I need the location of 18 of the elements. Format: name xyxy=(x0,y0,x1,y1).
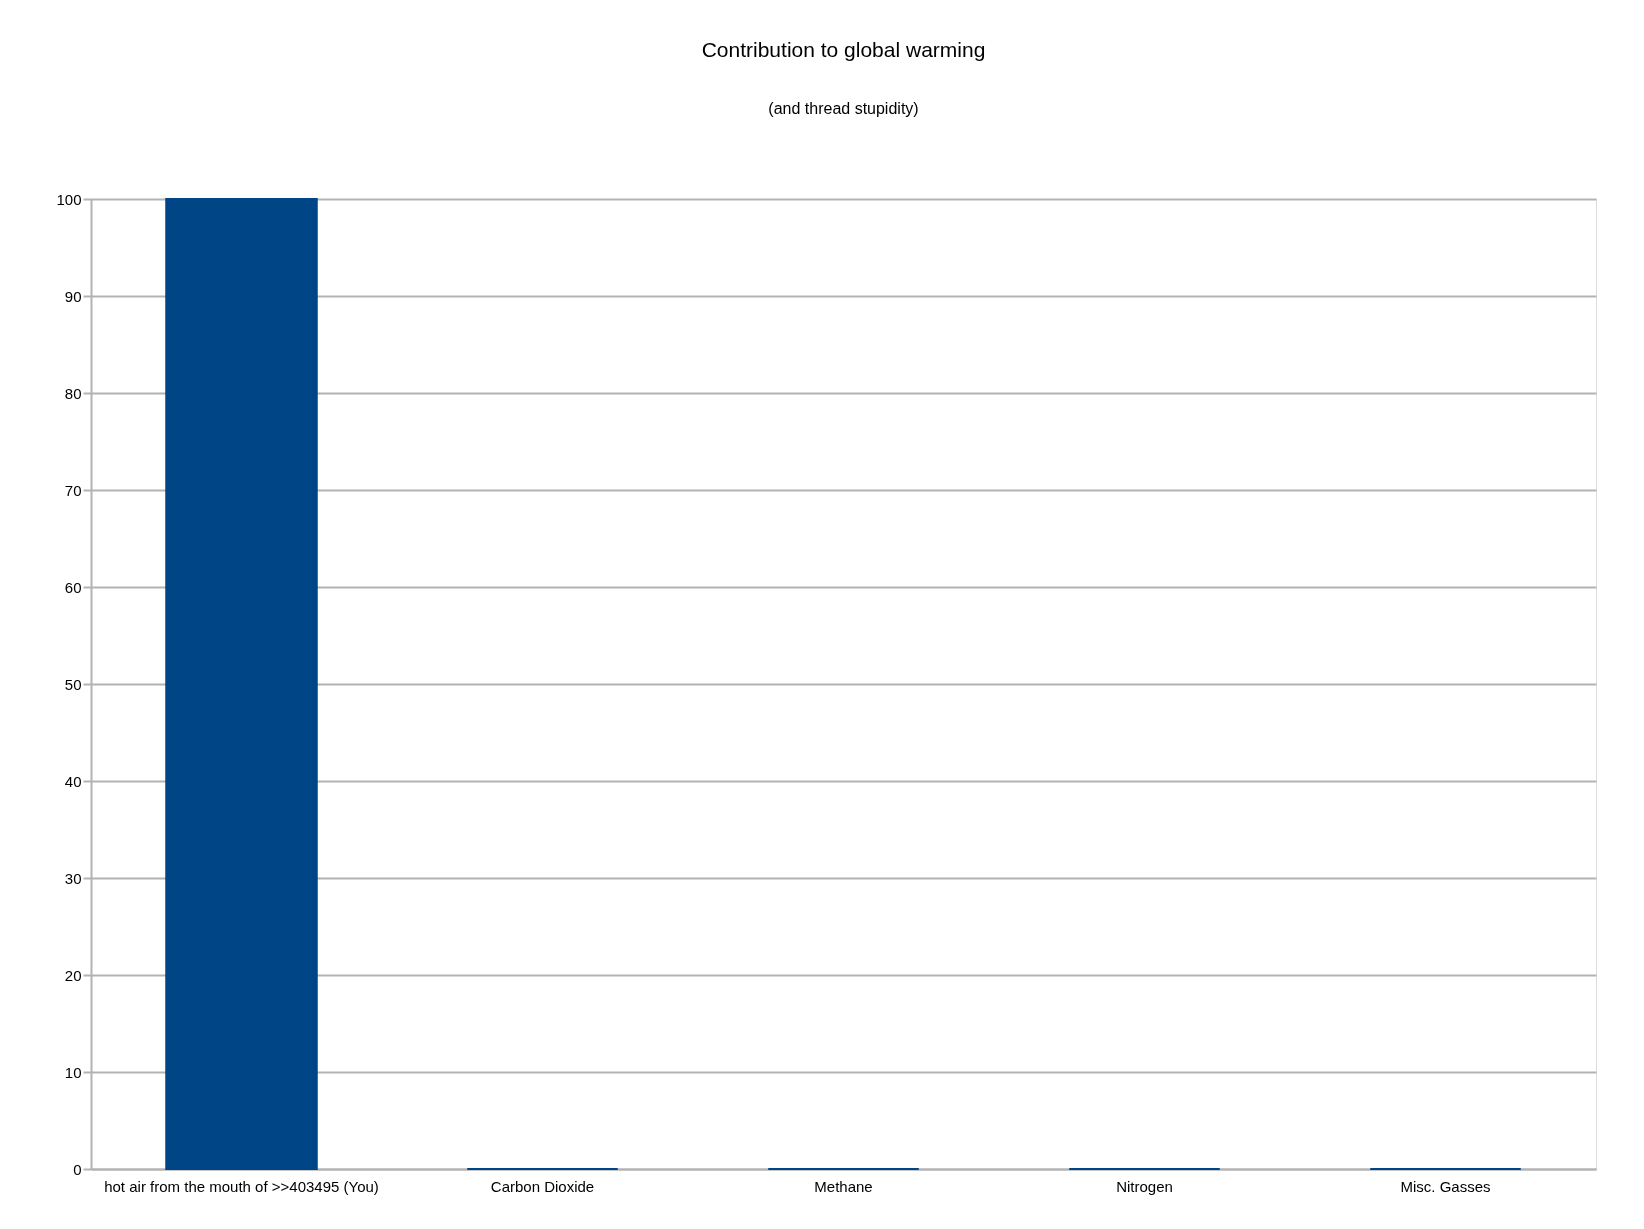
chart-subtitle: (and thread stupidity) xyxy=(768,100,919,117)
y-tick-label: 100 xyxy=(56,190,82,208)
x-tick-label: Nitrogen xyxy=(1116,1177,1173,1195)
x-tick-label: Carbon Dioxide xyxy=(490,1177,595,1195)
y-tick-label: 10 xyxy=(64,1063,82,1081)
y-tick-label: 30 xyxy=(64,869,82,887)
y-tick-label: 50 xyxy=(64,675,82,693)
y-tick-label: 80 xyxy=(64,384,82,402)
y-tick-label: 20 xyxy=(64,966,82,984)
x-tick-label: Misc. Gasses xyxy=(1400,1177,1491,1195)
y-tick-label: 70 xyxy=(64,481,82,499)
x-tick-label: Methane xyxy=(814,1177,873,1195)
y-tick-label: 0 xyxy=(73,1160,82,1178)
y-tick-label: 40 xyxy=(64,772,82,790)
y-tick-label: 60 xyxy=(64,578,82,596)
x-tick-label: hot air from the mouth of >>403495 (You) xyxy=(104,1177,379,1195)
chart-title: Contribution to global warming xyxy=(701,38,986,61)
y-tick-label: 90 xyxy=(64,287,82,305)
